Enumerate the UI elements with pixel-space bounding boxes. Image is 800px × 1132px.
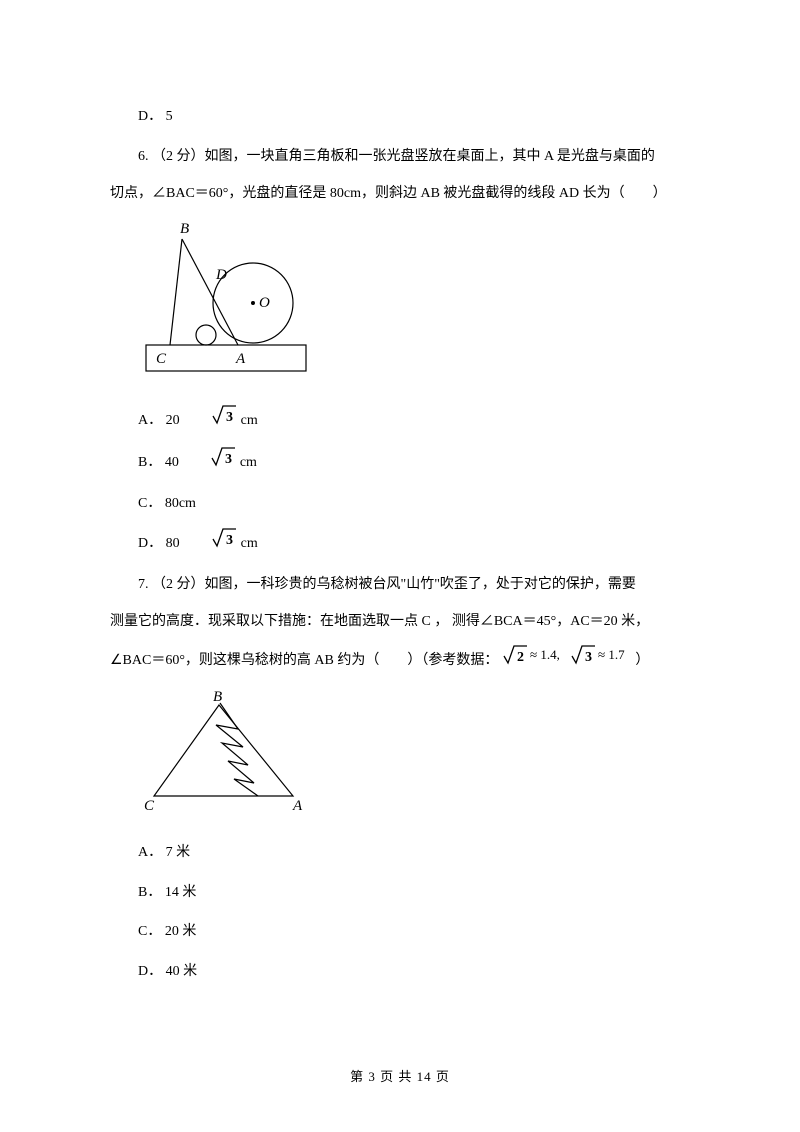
q6-stem-line2: 切点，∠BAC＝60°，光盘的直径是 80cm，则斜边 AB 被光盘截得的线段 …	[110, 177, 690, 211]
q7-diagram: B C A	[138, 691, 313, 811]
q7-stem-line2: 测量它的高度．现采取以下措施：在地面选取一点 C ， 测得∠BCA＝45°，AC…	[110, 605, 690, 639]
q6-opt-b-post: cm	[236, 455, 257, 470]
sqrt3-icon: 3	[183, 403, 237, 439]
q6-opt-a-post: cm	[237, 413, 258, 428]
q6-opt-d-post: cm	[237, 536, 258, 551]
sqrt3-icon: 3	[183, 526, 237, 562]
svg-text:B: B	[180, 223, 189, 237]
svg-text:2: 2	[517, 650, 524, 665]
q7-option-a: A． 7 米	[110, 836, 690, 870]
q7-stem3-pre: ∠BAC＝60°，则这棵乌稔树的高 AB 约为（ ）（参考数据：	[110, 653, 502, 668]
sqrt3-icon: 3	[182, 445, 236, 481]
q7-option-b: B． 14 米	[110, 876, 690, 910]
q5-option-d: D． 5	[110, 100, 690, 134]
svg-text:C: C	[144, 798, 155, 811]
svg-text:3: 3	[226, 533, 233, 548]
q6-opt-b-pre: B． 40	[138, 455, 182, 470]
q6-figure: B C A D O	[138, 223, 690, 392]
svg-text:≈ 1.4,: ≈ 1.4,	[530, 647, 560, 662]
q6-stem-line1: 6. （2 分）如图，一块直角三角板和一张光盘竖放在桌面上，其中 A 是光盘与桌…	[110, 140, 690, 174]
svg-text:D: D	[215, 267, 227, 283]
svg-text:A: A	[235, 351, 246, 367]
svg-text:≈ 1.7: ≈ 1.7	[598, 647, 625, 662]
q6-diagram: B C A D O	[138, 223, 308, 378]
q7-figure: B C A	[138, 691, 690, 825]
q6-opt-d-pre: D． 80	[138, 536, 183, 551]
ref-formula-icon: 2 ≈ 1.4, 3 ≈ 1.7	[502, 643, 632, 679]
q6-opt-a-pre: A． 20	[138, 413, 183, 428]
svg-text:O: O	[259, 295, 270, 311]
q7-option-c: C． 20 米	[110, 915, 690, 949]
q7-stem-line3: ∠BAC＝60°，则这棵乌稔树的高 AB 约为（ ）（参考数据： 2 ≈ 1.4,…	[110, 643, 690, 679]
svg-text:B: B	[213, 691, 222, 705]
svg-text:A: A	[292, 798, 303, 811]
q6-option-d: D． 80 3 cm	[110, 526, 690, 562]
page-footer: 第 3 页 共 14 页	[0, 1061, 800, 1092]
q6-option-c: C． 80cm	[110, 487, 690, 521]
q6-option-b: B． 40 3 cm	[110, 445, 690, 481]
q6-option-a: A． 20 3 cm	[110, 403, 690, 439]
q7-stem-line1: 7. （2 分）如图，一科珍贵的乌稔树被台风"山竹"吹歪了，处于对它的保护，需要	[110, 568, 690, 602]
svg-text:3: 3	[585, 650, 592, 665]
svg-text:3: 3	[225, 452, 232, 467]
svg-text:3: 3	[226, 410, 233, 425]
q7-stem3-post: ）	[632, 653, 650, 668]
q7-option-d: D． 40 米	[110, 955, 690, 989]
svg-text:C: C	[156, 351, 167, 367]
